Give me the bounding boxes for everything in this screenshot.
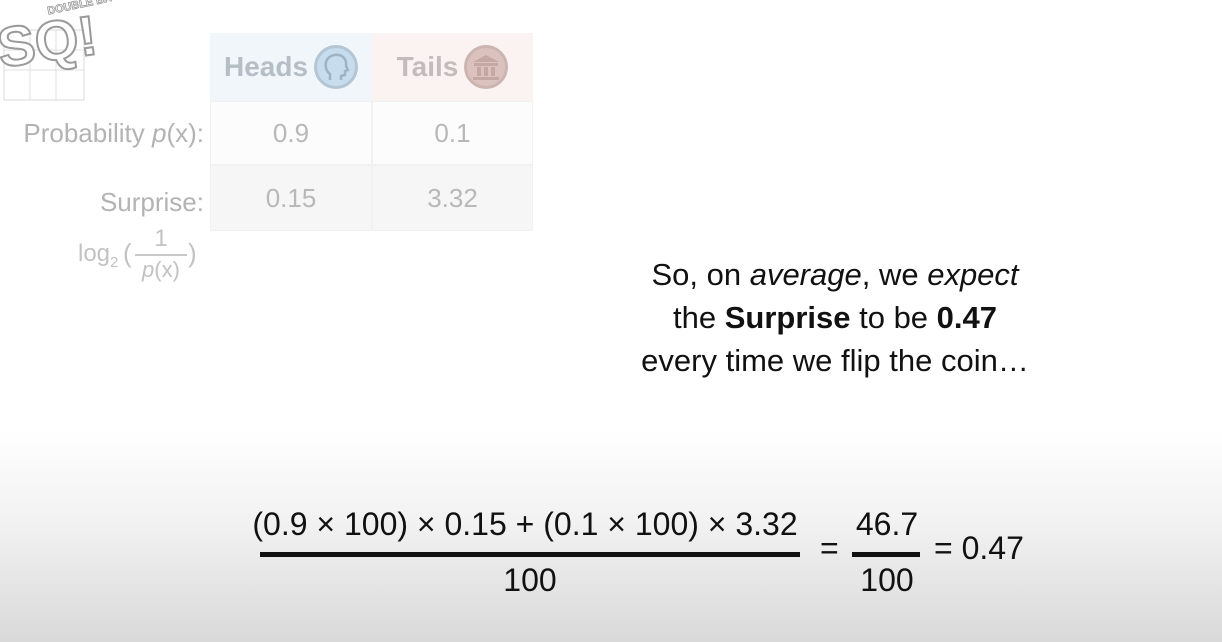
equation-numerator: (0.9 × 100) × 0.15 + (0.1 × 100) × 3.32 [252, 506, 798, 542]
formula-open-paren: ( [123, 238, 132, 268]
probability-row-label: Probability p(x): [23, 118, 204, 148]
message-line-1: So, on average, we expect [651, 257, 1019, 292]
message-line-2: the Surprise to be 0.47 [672, 300, 998, 335]
explanation-text: So, on average, we expect the Surprise t… [560, 253, 1110, 382]
equation-equals: = [820, 530, 839, 566]
building-icon [464, 45, 509, 89]
logo-letters: SQ! [0, 3, 101, 79]
header-heads-label: Heads [223, 51, 309, 82]
formula-fraction: 1 p(x) [135, 226, 187, 282]
equation-fraction-bar-2 [852, 552, 920, 557]
header-tails-label: Tails [396, 51, 459, 82]
surprise-formula: log2 ( 1 p(x) ) [78, 226, 204, 296]
cell-heads-surprise: 0.15 [210, 165, 372, 231]
header-tails: Tails [372, 33, 533, 101]
message-line-3: every time we flip the coin… [641, 343, 1029, 378]
statquest-logo: DOUBLE BAM!! SQ! [0, 0, 129, 104]
head-profile-icon [314, 45, 359, 89]
formula-log: log2 [78, 240, 119, 271]
cell-tails-surprise: 3.32 [372, 165, 533, 231]
formula-denominator: p(x) [142, 257, 180, 282]
equation-frac-denominator: 100 [860, 562, 914, 598]
formula-numerator: 1 [154, 225, 168, 252]
equation-frac-numerator: 46.7 [855, 506, 919, 542]
cell-tails-probability: 0.1 [372, 101, 533, 165]
equation-fraction-bar [260, 552, 800, 557]
header-heads: Heads [210, 33, 372, 101]
formula-close-paren: ) [188, 238, 197, 268]
equation-denominator: 100 [503, 562, 557, 598]
cell-heads-probability: 0.9 [210, 101, 372, 165]
equation-result: = 0.47 [934, 530, 1024, 566]
surprise-row-label: Surprise: [99, 187, 204, 217]
